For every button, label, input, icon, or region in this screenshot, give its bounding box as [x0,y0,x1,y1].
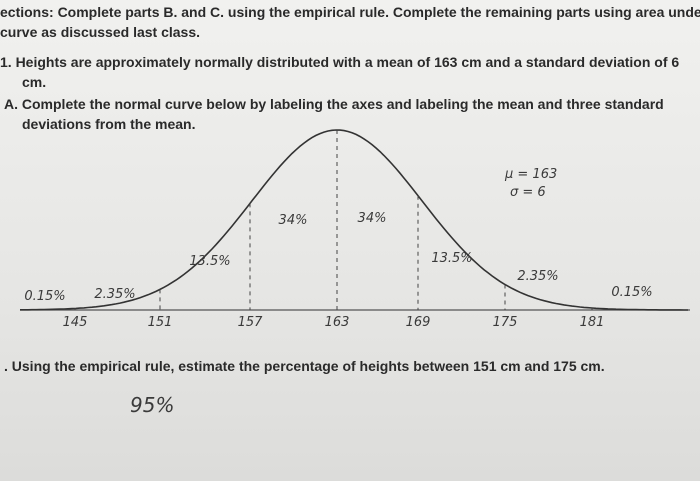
dashed-lines [74,130,593,310]
axis-label: 169 [406,315,431,330]
axis-label: 181 [580,315,605,330]
percent-label: 0.15% [611,285,652,300]
axis-label: 151 [148,315,173,330]
answer: 95% [130,393,174,417]
percent-label: 2.35% [94,287,135,302]
percent-label: 34% [358,211,387,226]
bell-curve [20,129,688,311]
part-c: . Using the empirical rule, estimate the… [4,358,605,374]
question-line: cm. [22,74,47,90]
sd-label: σ = 6 [510,185,546,200]
instruction-line: curve as discussed last class. [0,24,201,40]
axis-label: 157 [238,315,264,330]
instruction-line: ections: Complete parts B. and C. using … [0,4,700,20]
axis-label: 175 [493,315,518,330]
percent-label: 13.5% [431,251,472,266]
mean-label: μ = 163 [504,167,557,182]
percent-label: 13.5% [189,254,230,269]
part-a-line: deviations from the mean. [22,116,196,132]
percent-label: 34% [279,213,308,228]
handwritten-labels: 145 151 157 163 169 175 181 0.15% 2.35% 13.5% 34% 3… [24,211,652,330]
part-a-line: A. Complete the normal curve below by la… [4,96,664,112]
axis-label: 163 [325,315,350,330]
percent-label: 2.35% [517,269,558,284]
percent-label: 0.15% [24,289,65,304]
axis-label: 145 [63,315,88,330]
question-line: 1. Heights are approximately normally di… [0,54,680,70]
